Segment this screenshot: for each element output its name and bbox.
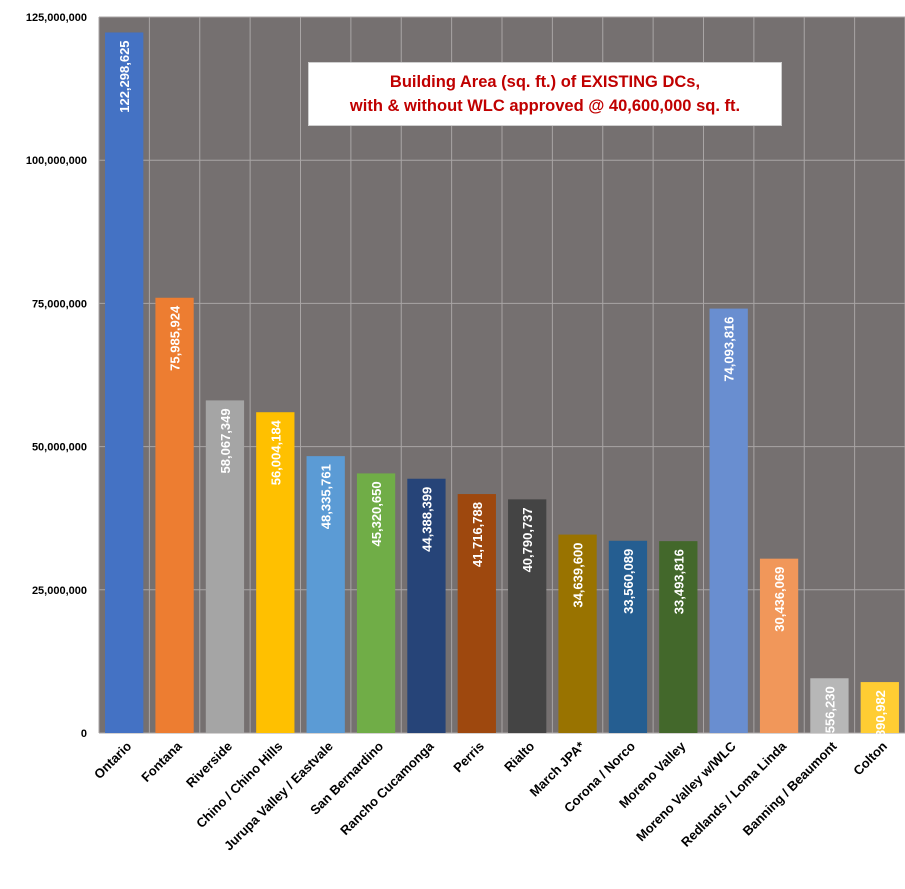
- bar: [608, 540, 648, 733]
- y-tick-label: 0: [81, 728, 87, 740]
- x-tick-label: Fontana: [138, 738, 185, 785]
- bar: [759, 558, 799, 733]
- data-label: 34,639,600: [571, 543, 586, 608]
- x-tick-label: Ontario: [91, 738, 134, 781]
- x-tick-label: Rancho Cucamonga: [337, 738, 437, 838]
- chart-title-line-1: Building Area (sq. ft.) of EXISTING DCs,: [389, 73, 701, 91]
- bar: [256, 412, 295, 733]
- bar: [810, 678, 849, 733]
- x-tick-label: Perris: [450, 739, 487, 776]
- y-tick-label: 100,000,000: [26, 155, 87, 167]
- data-label: 41,716,788: [470, 502, 485, 567]
- bar: [659, 541, 698, 733]
- x-tick-label: Riverside: [183, 739, 235, 791]
- y-tick-label: 75,000,000: [32, 298, 87, 310]
- data-label: 33,493,816: [671, 549, 686, 614]
- bar: [105, 32, 144, 734]
- data-label: 8,890,982: [873, 690, 888, 748]
- data-label: 122,298,625: [117, 40, 132, 112]
- data-label: 9,556,230: [822, 686, 837, 744]
- data-label: 48,335,761: [319, 464, 334, 529]
- bar: [407, 478, 446, 733]
- bar: [205, 400, 245, 733]
- x-tick-label: Rialto: [501, 738, 537, 774]
- bar: [306, 456, 345, 733]
- chart-title-box: Building Area (sq. ft.) of EXISTING DCs,…: [308, 62, 782, 126]
- data-labels: 122,298,625 75,985,924 58,067,349 56,004,18…: [117, 40, 888, 747]
- x-tick-label: Chino / Chino Hills: [193, 739, 285, 831]
- data-label: 75,985,924: [168, 305, 183, 371]
- bar: [508, 499, 547, 733]
- y-tick-label: 125,000,000: [26, 12, 87, 24]
- x-tick-label: Colton: [850, 738, 890, 778]
- bar: [860, 682, 899, 733]
- y-tick-label: 25,000,000: [32, 585, 87, 597]
- bar: [356, 473, 396, 733]
- data-label: 58,067,349: [218, 408, 233, 473]
- chart-title-line-2: with & without WLC approved @ 40,600,000…: [349, 97, 741, 115]
- data-label: 44,388,399: [419, 487, 434, 552]
- bars: [105, 32, 899, 734]
- data-label: 30,436,069: [772, 567, 787, 632]
- x-tick-label: Banning / Beaumont: [740, 738, 840, 838]
- data-label: 56,004,184: [268, 419, 283, 485]
- data-label: 40,790,737: [520, 507, 535, 572]
- bar: [709, 308, 748, 733]
- data-label: 74,093,816: [722, 317, 737, 382]
- y-tick-label: 50,000,000: [32, 442, 87, 454]
- y-axis-tick-labels: 0 25,000,000 50,000,000 75,000,000 100,000,0…: [26, 12, 87, 740]
- data-label: 45,320,650: [369, 481, 384, 546]
- x-tick-label: Moreno Valley w/WLC: [633, 738, 739, 844]
- bar: [155, 297, 194, 733]
- bar: [457, 494, 496, 733]
- bar: [558, 534, 597, 733]
- data-label: 33,560,089: [621, 549, 636, 614]
